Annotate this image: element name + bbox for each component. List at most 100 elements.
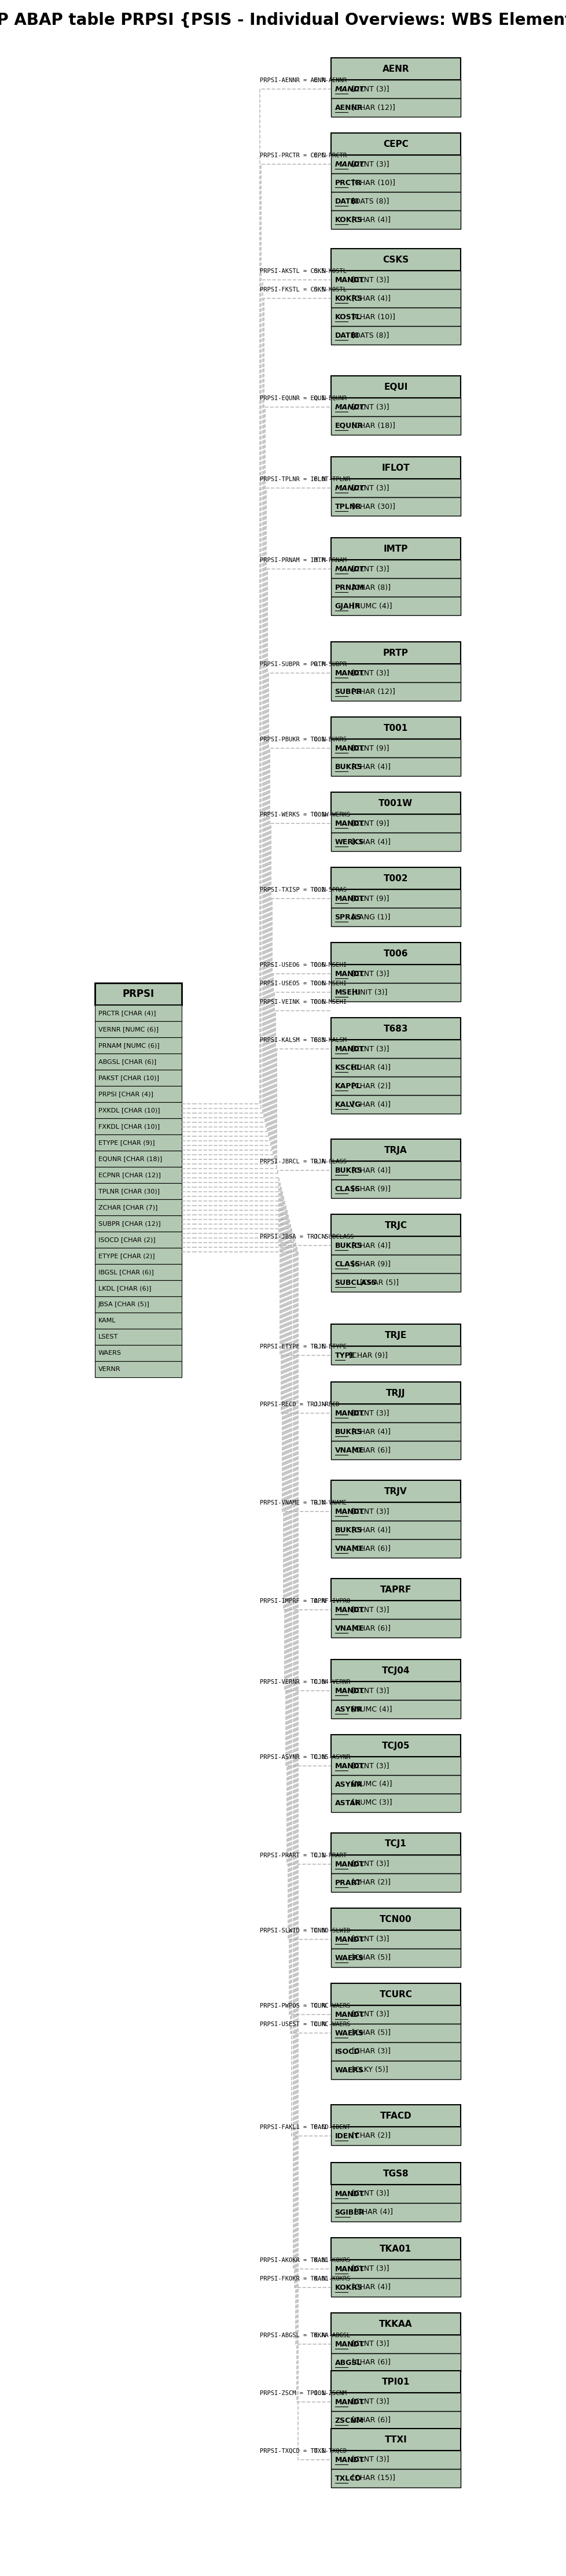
- Text: TXLCD: TXLCD: [335, 2476, 361, 2483]
- Text: 0..N: 0..N: [313, 1401, 326, 1406]
- Text: [CHAR (3)]: [CHAR (3)]: [349, 2048, 390, 2056]
- Bar: [331, 1440, 460, 1461]
- Bar: [331, 397, 460, 417]
- Bar: [331, 1909, 460, 1929]
- Text: KAPPL: KAPPL: [335, 1082, 361, 1090]
- Text: [CHAR (4)]: [CHAR (4)]: [349, 1064, 390, 1072]
- Text: [CLNT (3)]: [CLNT (3)]: [349, 1762, 388, 1770]
- Text: [CHAR (9)]: [CHAR (9)]: [346, 1352, 387, 1360]
- Bar: [331, 2259, 460, 2277]
- Bar: [331, 2105, 460, 2128]
- Bar: [95, 1247, 181, 1265]
- Text: PRPSI-FAKL1 = TFACD-IDENT: PRPSI-FAKL1 = TFACD-IDENT: [260, 2125, 350, 2130]
- Bar: [95, 1231, 181, 1247]
- Text: [CHAR (4)]: [CHAR (4)]: [349, 1167, 390, 1175]
- Text: 0..N: 0..N: [313, 268, 326, 273]
- Text: MSEHI: MSEHI: [335, 989, 361, 997]
- Text: 0..N: 0..N: [313, 1927, 326, 1935]
- Text: [CLNT (3)]: [CLNT (3)]: [349, 2342, 388, 2347]
- Text: [CLNT (3)]: [CLNT (3)]: [349, 2264, 388, 2272]
- Text: MANDT: MANDT: [335, 1046, 364, 1054]
- Text: PRART: PRART: [335, 1878, 361, 1886]
- Bar: [331, 80, 460, 98]
- Bar: [331, 683, 460, 701]
- Text: [CHAR (9)]: [CHAR (9)]: [349, 1185, 390, 1193]
- Text: DATBI: DATBI: [335, 198, 358, 206]
- Text: MANDT: MANDT: [335, 160, 365, 167]
- Bar: [331, 289, 460, 307]
- Bar: [331, 417, 460, 435]
- Text: TPLNR: TPLNR: [335, 502, 361, 510]
- Text: [CHAR (4)]: [CHAR (4)]: [349, 1427, 390, 1435]
- Bar: [331, 1422, 460, 1440]
- Text: [LANG (1)]: [LANG (1)]: [349, 914, 390, 920]
- Bar: [95, 1200, 181, 1216]
- Text: MANDT: MANDT: [335, 894, 364, 902]
- Text: MANDT: MANDT: [335, 1935, 364, 1942]
- Text: PRPSI-ETYPE = TRJE-ETYPE: PRPSI-ETYPE = TRJE-ETYPE: [260, 1345, 346, 1350]
- Bar: [331, 641, 460, 665]
- Bar: [331, 963, 460, 984]
- Text: MANDT: MANDT: [335, 2455, 364, 2463]
- Text: [CHAR (5)]: [CHAR (5)]: [357, 1278, 398, 1285]
- Bar: [331, 2450, 460, 2468]
- Text: PRPSI-JBRCL = TRJA-CLASS: PRPSI-JBRCL = TRJA-CLASS: [260, 1159, 346, 1164]
- Bar: [331, 716, 460, 739]
- Text: PRPSI-IMPRF = TAPRF-IVPRO: PRPSI-IMPRF = TAPRF-IVPRO: [260, 1597, 350, 1605]
- Bar: [331, 98, 460, 116]
- Bar: [331, 598, 460, 616]
- Bar: [331, 1041, 460, 1059]
- Bar: [95, 1054, 181, 1069]
- Text: WAERS: WAERS: [335, 2066, 363, 2074]
- Text: MANDT: MANDT: [335, 1860, 364, 1868]
- Text: PRNAM [NUMC (6)]: PRNAM [NUMC (6)]: [98, 1043, 159, 1048]
- Bar: [331, 155, 460, 173]
- Text: [CLNT (3)]: [CLNT (3)]: [349, 1409, 388, 1417]
- Text: [CHAR (4)]: [CHAR (4)]: [349, 1525, 390, 1533]
- Text: TCJ04: TCJ04: [381, 1667, 409, 1674]
- Text: MANDT: MANDT: [335, 564, 365, 572]
- Text: [CHAR (6)]: [CHAR (6)]: [349, 1448, 390, 1453]
- Text: [CLNT (3)]: [CLNT (3)]: [349, 670, 388, 677]
- Text: IFLOT: IFLOT: [381, 464, 409, 471]
- Bar: [331, 497, 460, 515]
- Bar: [95, 1182, 181, 1200]
- Bar: [331, 1855, 460, 1873]
- Text: [DATS (8)]: [DATS (8)]: [349, 198, 388, 206]
- Bar: [331, 134, 460, 155]
- Text: 0..N: 0..N: [313, 2447, 326, 2455]
- Text: PRCTR: PRCTR: [335, 178, 361, 185]
- Bar: [95, 1296, 181, 1314]
- Text: PRPSI-SUBPR = PRTP-SUBPR: PRPSI-SUBPR = PRTP-SUBPR: [260, 662, 346, 667]
- Text: MANDT: MANDT: [335, 1409, 364, 1417]
- Bar: [95, 1265, 181, 1280]
- Bar: [331, 1381, 460, 1404]
- Text: MANDT: MANDT: [335, 2012, 364, 2020]
- Text: CLASS: CLASS: [335, 1260, 360, 1267]
- Bar: [331, 665, 460, 683]
- Bar: [331, 2370, 460, 2393]
- Text: CSKS: CSKS: [383, 255, 409, 263]
- Text: GJAHR: GJAHR: [335, 603, 360, 611]
- Text: [CLNT (3)]: [CLNT (3)]: [349, 1046, 388, 1054]
- Text: [CLNT (3)]: [CLNT (3)]: [349, 2190, 388, 2197]
- Text: VNAME: VNAME: [335, 1448, 364, 1453]
- Text: [CHAR (4)]: [CHAR (4)]: [349, 2285, 390, 2290]
- Text: 0..N: 0..N: [313, 1234, 326, 1239]
- Text: VERNR [NUMC (6)]: VERNR [NUMC (6)]: [98, 1025, 158, 1033]
- Text: [CLNT (3)]: [CLNT (3)]: [349, 1605, 388, 1613]
- Text: PRPSI-PBUKR = T001-BUKRS: PRPSI-PBUKR = T001-BUKRS: [260, 737, 346, 742]
- Text: PRCTR [CHAR (4)]: PRCTR [CHAR (4)]: [98, 1010, 156, 1015]
- Text: SUBPR: SUBPR: [335, 688, 362, 696]
- Text: PRPSI-SLWID = TCN00-SLWID: PRPSI-SLWID = TCN00-SLWID: [260, 1927, 350, 1935]
- Text: [CLNT (9)]: [CLNT (9)]: [349, 744, 388, 752]
- Text: 0..N: 0..N: [313, 397, 326, 402]
- Bar: [95, 984, 181, 1005]
- Text: T006: T006: [383, 948, 408, 958]
- Text: 0..N: 0..N: [313, 662, 326, 667]
- Text: TGS8: TGS8: [383, 2169, 408, 2177]
- Text: [NUMC (4)]: [NUMC (4)]: [349, 1705, 392, 1713]
- Text: ASYNR: ASYNR: [335, 1780, 362, 1788]
- Bar: [331, 2128, 460, 2146]
- Text: KSCHL: KSCHL: [335, 1064, 361, 1072]
